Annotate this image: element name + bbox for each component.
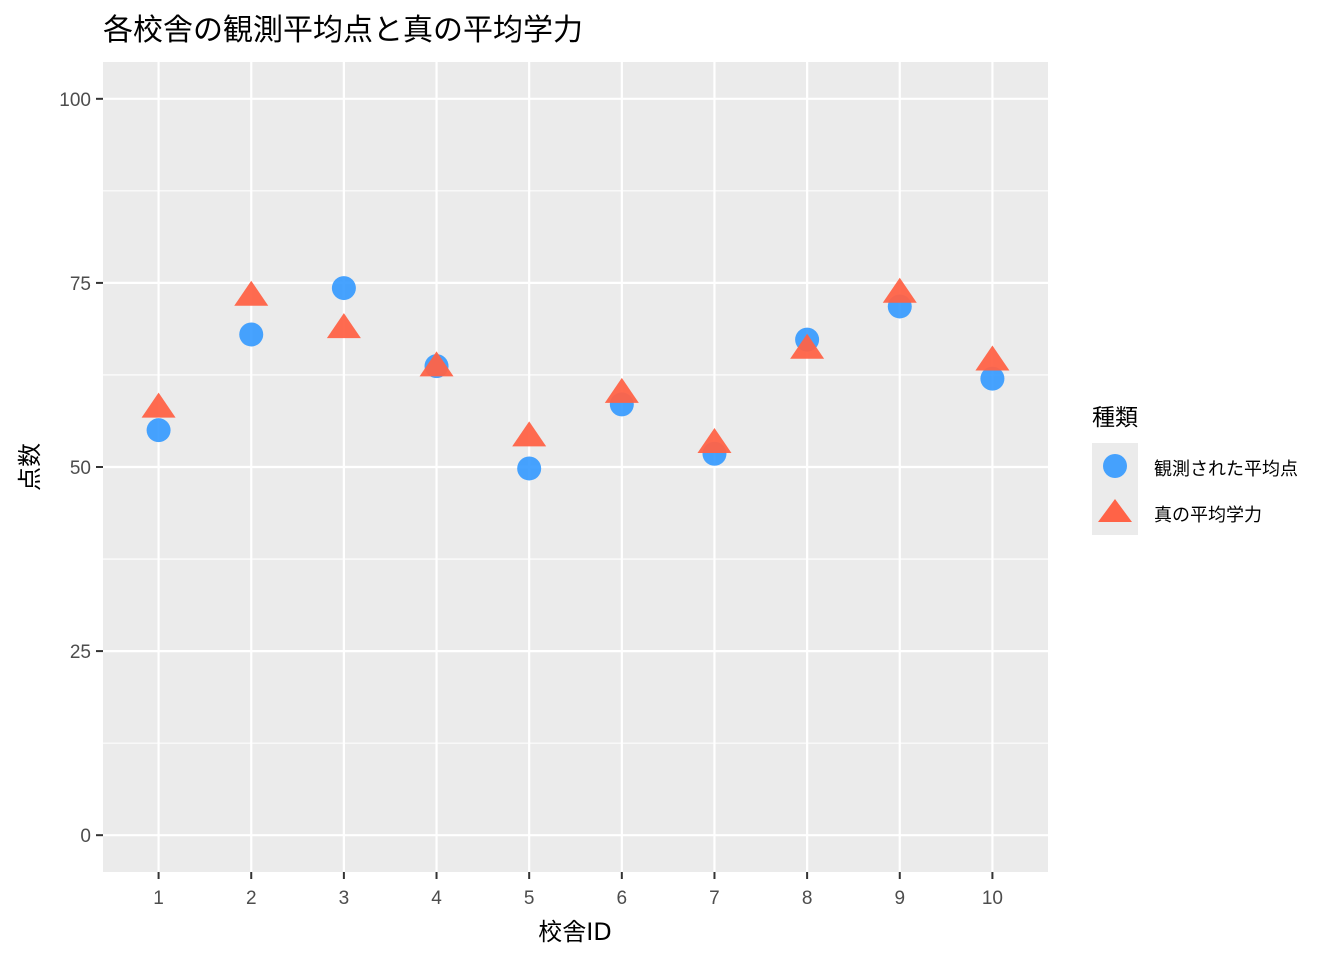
- axis-ticks: [96, 97, 994, 879]
- x-tick-label: 3: [339, 888, 350, 909]
- point-true: [512, 421, 547, 447]
- y-tick-label: 0: [80, 826, 91, 847]
- point-true: [326, 313, 361, 339]
- y-tick-label: 75: [70, 274, 91, 295]
- x-tick-label: 2: [246, 888, 257, 909]
- legend-key-triangle: [1098, 499, 1132, 522]
- y-tick-label: 100: [59, 90, 91, 111]
- point-observed: [239, 322, 264, 347]
- data-points: [141, 276, 1010, 481]
- x-tick-label: 6: [617, 888, 628, 909]
- legend: 種類 観測された平均点 真の平均学力: [1092, 405, 1298, 535]
- point-true: [141, 392, 176, 418]
- point-true: [790, 333, 825, 359]
- y-tick-label: 25: [70, 642, 91, 663]
- x-tick-label: 5: [524, 888, 535, 909]
- legend-label-observed: 観測された平均点: [1154, 459, 1298, 480]
- x-tick-label: 10: [982, 888, 1003, 909]
- point-observed: [146, 418, 171, 443]
- point-observed: [331, 276, 356, 301]
- point-true: [975, 345, 1010, 371]
- point-true: [882, 277, 917, 303]
- x-tick-label: 4: [431, 888, 442, 909]
- legend-title: 種類: [1092, 405, 1138, 431]
- point-true: [234, 280, 269, 306]
- legend-label-true: 真の平均学力: [1154, 505, 1262, 526]
- point-true: [419, 351, 454, 377]
- point-observed: [980, 366, 1005, 391]
- chart-title: 各校舎の観測平均点と真の平均学力: [103, 13, 583, 48]
- legend-key-circle: [1103, 454, 1127, 478]
- y-axis-title: 点数: [16, 443, 44, 491]
- x-tick-label: 8: [802, 888, 813, 909]
- y-tick-label: 50: [70, 458, 91, 479]
- point-observed: [517, 456, 542, 481]
- grid-minor: [103, 190, 1048, 744]
- x-tick-label: 7: [709, 888, 720, 909]
- x-tick-label: 9: [894, 888, 905, 909]
- x-tick-label: 1: [153, 888, 164, 909]
- x-axis-title: 校舎ID: [538, 918, 612, 946]
- point-true: [697, 427, 732, 453]
- point-true: [604, 377, 639, 403]
- tick-labels: 0 25 50 75 100 1 2 3 4 5 6 7 8 9 10: [59, 90, 1003, 909]
